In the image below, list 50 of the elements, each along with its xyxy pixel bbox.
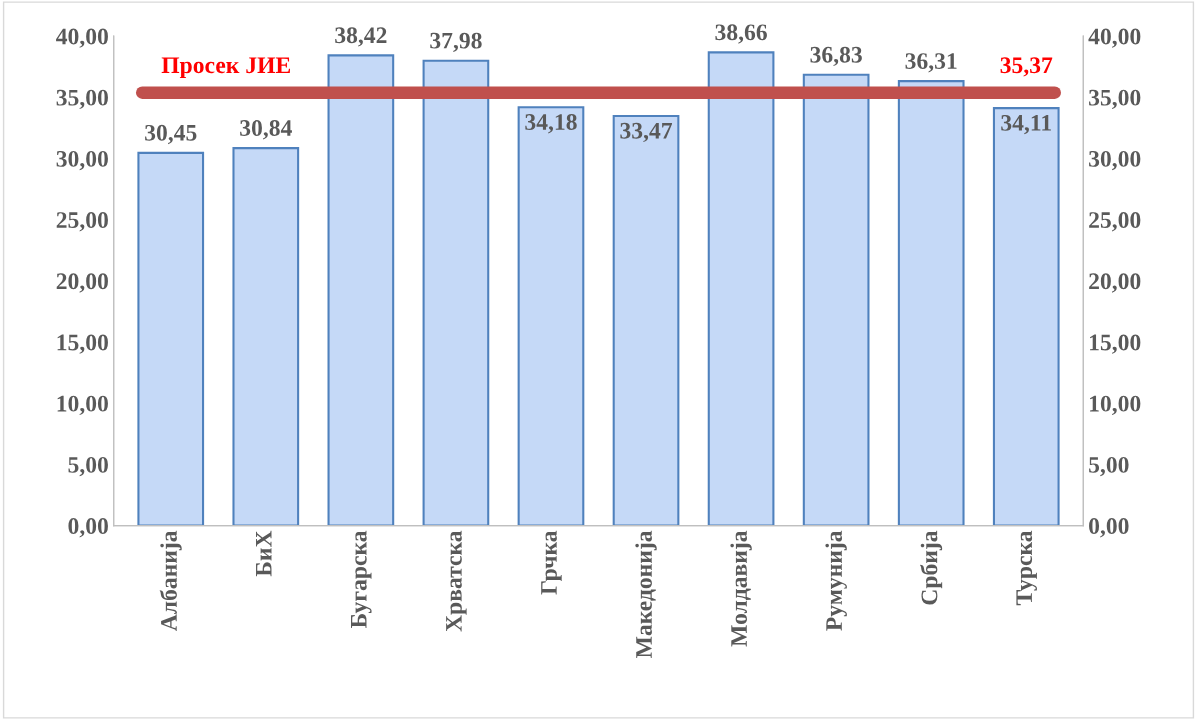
data-label: 34,18 (525, 114, 577, 134)
y2-tick-label: 5,00 (1089, 456, 1129, 477)
data-label: 37,98 (430, 32, 482, 53)
bar (232, 147, 300, 526)
data-label: 38,66 (715, 24, 767, 44)
y2-tick-label: 0,00 (1089, 518, 1129, 538)
data-label: 36,83 (810, 46, 862, 67)
y-tick-label: 30,00 (56, 150, 108, 171)
bar (612, 114, 680, 526)
bar (327, 54, 395, 526)
y-tick-label: 0,00 (68, 518, 108, 538)
x-tick-label: Бугарска (351, 530, 372, 629)
x-tick-label: Србија (920, 530, 943, 605)
x-tick-label: Албанија (159, 530, 182, 632)
bar (422, 59, 490, 526)
bar (802, 73, 870, 526)
bar (992, 107, 1060, 526)
bar (707, 51, 775, 526)
y-tick-label: 5,00 (68, 456, 108, 477)
y-tick-label: 25,00 (56, 212, 108, 232)
data-label: 30,84 (240, 120, 292, 140)
data-label: 30,45 (145, 124, 197, 145)
y-tick-label: 35,00 (56, 89, 108, 110)
data-label: 36,31 (905, 53, 957, 73)
data-label: 34,11 (1001, 114, 1051, 135)
y2-tick-label: 35,00 (1089, 89, 1141, 110)
data-label: 33,47 (620, 122, 673, 143)
x-tick-label: Хрватска (446, 530, 467, 632)
y2-tick-label: 30,00 (1089, 150, 1141, 171)
y2-tick-label: 20,00 (1089, 273, 1141, 293)
x-tick-label: Турска (1016, 530, 1037, 606)
x-tick-label: Грчка (541, 530, 562, 595)
y-tick-label: 10,00 (57, 395, 108, 416)
x-tick-label: Румунија (825, 530, 847, 631)
annotation: 35,37 (1000, 57, 1053, 77)
data-label: 38,42 (335, 27, 387, 47)
bar (137, 151, 205, 526)
y-tick-label: 40,00 (56, 28, 108, 48)
y-tick-label: 20,00 (56, 273, 108, 293)
y-tick-label: 15,00 (57, 334, 108, 354)
y2-tick-label: 40,00 (1088, 28, 1141, 48)
bar (517, 106, 585, 526)
x-tick-label: Молдавија (730, 530, 752, 647)
y2-tick-label: 25,00 (1089, 212, 1141, 232)
x-tick-label: Македонија (635, 530, 657, 658)
y2-tick-label: 10,00 (1090, 395, 1141, 416)
bar (897, 80, 965, 526)
y2-tick-label: 15,00 (1090, 334, 1141, 354)
x-tick-label: БиХ (256, 530, 272, 577)
ref-line-label: Просек ЈИЕ (161, 57, 291, 78)
